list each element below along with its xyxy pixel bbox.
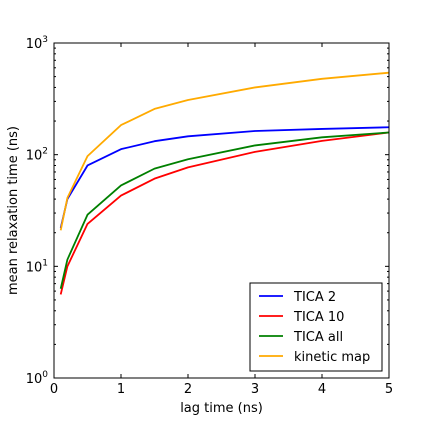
y-tick-label-exponent: 2 xyxy=(42,147,48,157)
y-axis-label: mean relaxation time (ns) xyxy=(6,126,21,295)
y-tick-label-exponent: 0 xyxy=(42,370,48,380)
y-tick-label-exponent: 3 xyxy=(42,35,48,45)
y-tick-label-base: 10 xyxy=(26,260,43,275)
legend-label-3: kinetic map xyxy=(294,350,370,365)
plot-frame xyxy=(53,42,390,379)
x-tick-label: 1 xyxy=(117,382,125,397)
legend-label-2: TICA all xyxy=(293,330,343,345)
y-tick-label: 103 xyxy=(26,35,48,52)
x-tick-label: 3 xyxy=(251,382,259,397)
legend: TICA 2 TICA 10 TICA all kinetic map xyxy=(249,282,383,372)
series-line-2 xyxy=(59,131,389,289)
legend-label-1: TICA 10 xyxy=(293,310,344,325)
y-tick-label: 101 xyxy=(26,258,48,275)
x-axis-label: lag time (ns) xyxy=(180,401,263,416)
y-tick-label-base: 10 xyxy=(26,37,43,52)
y-tick-label-base: 10 xyxy=(26,149,43,164)
y-tick-label: 102 xyxy=(26,147,48,164)
series-line-0 xyxy=(59,126,389,229)
series-line-3 xyxy=(59,71,389,231)
x-tick-label: 2 xyxy=(184,382,192,397)
x-tick-label: 5 xyxy=(385,382,393,397)
legend-label-0: TICA 2 xyxy=(293,290,336,305)
series-line-1 xyxy=(59,131,389,295)
y-tick-label-exponent: 1 xyxy=(42,258,48,268)
series-layer xyxy=(59,71,389,295)
x-tick-label: 4 xyxy=(318,382,326,397)
y-tick-label: 100 xyxy=(26,370,49,387)
y-tick-label-base: 10 xyxy=(26,372,43,387)
x-tick-label: 0 xyxy=(50,382,58,397)
